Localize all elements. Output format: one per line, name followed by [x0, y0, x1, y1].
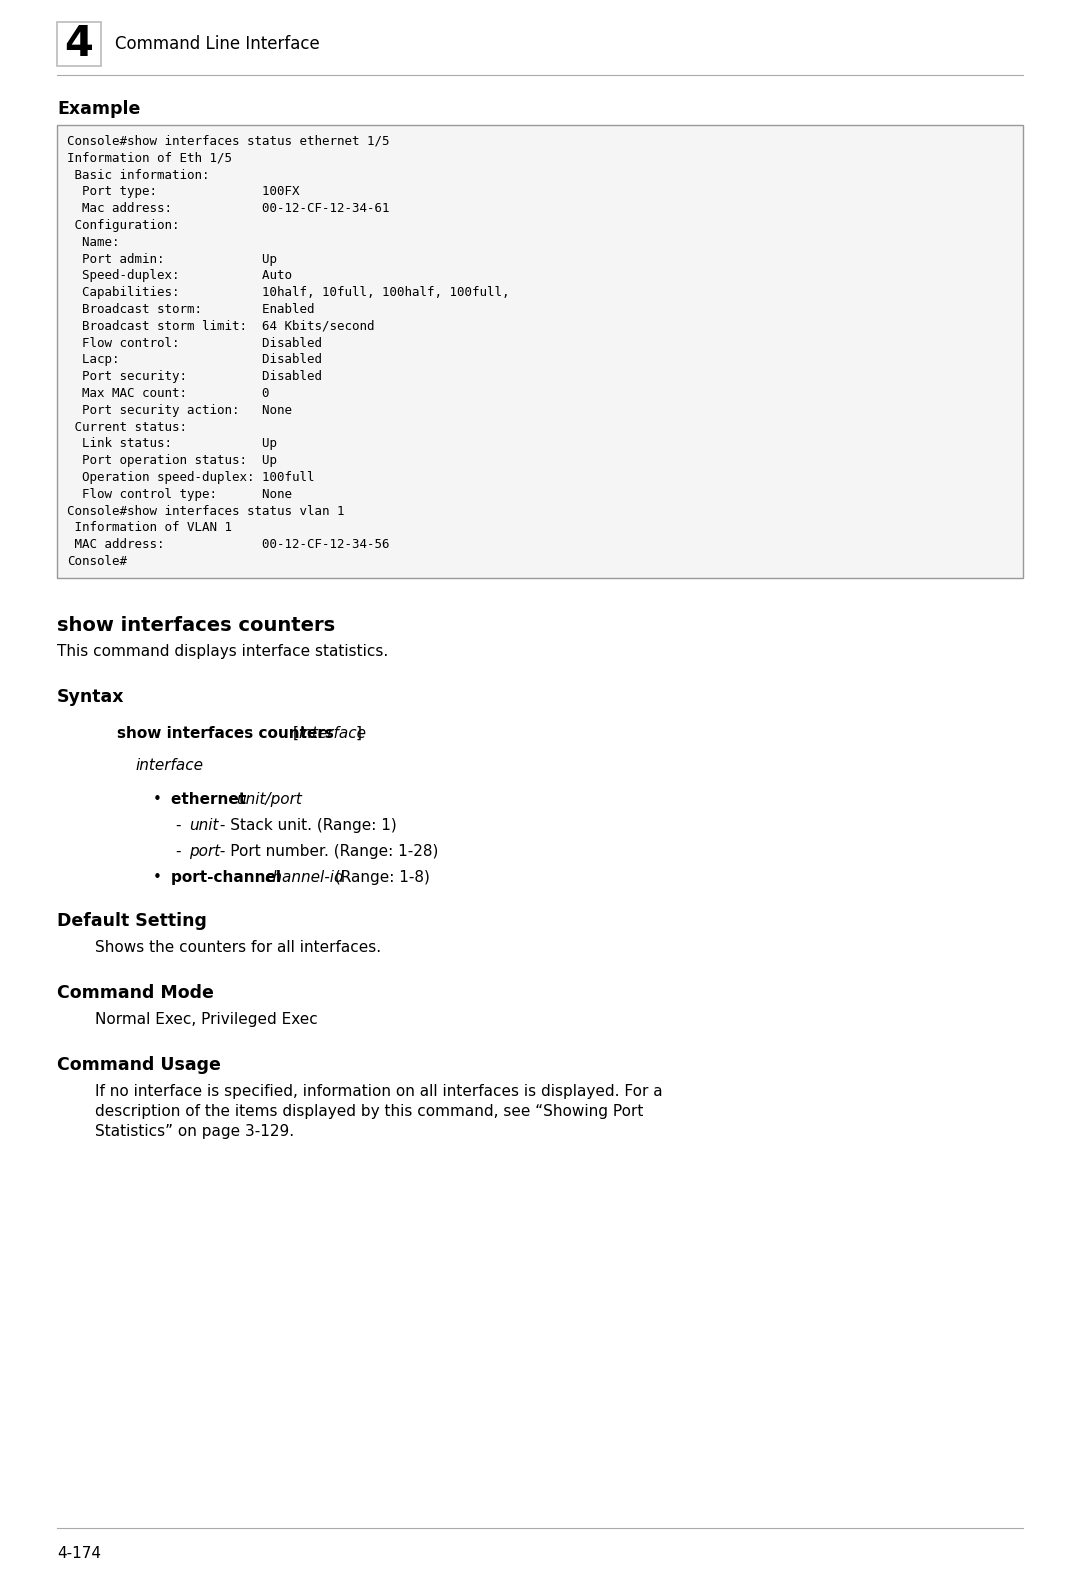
Text: Syntax: Syntax	[57, 688, 124, 706]
Text: Port type:              100FX: Port type: 100FX	[67, 185, 299, 198]
Text: This command displays interface statistics.: This command displays interface statisti…	[57, 644, 388, 659]
Text: - Stack unit. (Range: 1): - Stack unit. (Range: 1)	[215, 818, 396, 832]
Text: port: port	[189, 843, 220, 859]
Text: Capabilities:           10half, 10full, 100half, 100full,: Capabilities: 10half, 10full, 100half, 1…	[67, 286, 510, 300]
Text: Flow control:           Disabled: Flow control: Disabled	[67, 336, 322, 350]
Text: Normal Exec, Privileged Exec: Normal Exec, Privileged Exec	[95, 1011, 318, 1027]
Text: Port admin:             Up: Port admin: Up	[67, 253, 276, 265]
Text: description of the items displayed by this command, see “Showing Port: description of the items displayed by th…	[95, 1104, 644, 1119]
Text: -: -	[175, 843, 180, 859]
Text: Configuration:: Configuration:	[67, 218, 179, 232]
Text: MAC address:             00-12-CF-12-34-56: MAC address: 00-12-CF-12-34-56	[67, 539, 390, 551]
Text: Port security action:   None: Port security action: None	[67, 403, 292, 416]
Text: -: -	[175, 818, 180, 832]
Text: Port operation status:  Up: Port operation status: Up	[67, 454, 276, 468]
Text: 4: 4	[65, 24, 94, 64]
Text: 4-174: 4-174	[57, 1546, 102, 1561]
Text: Current status:: Current status:	[67, 421, 187, 433]
Text: port-channel: port-channel	[171, 870, 286, 885]
Text: (Range: 1-8): (Range: 1-8)	[329, 870, 430, 885]
FancyBboxPatch shape	[57, 22, 102, 66]
Text: Shows the counters for all interfaces.: Shows the counters for all interfaces.	[95, 940, 381, 955]
Text: Port security:          Disabled: Port security: Disabled	[67, 371, 322, 383]
Text: Example: Example	[57, 100, 140, 118]
Text: Mac address:            00-12-CF-12-34-61: Mac address: 00-12-CF-12-34-61	[67, 203, 390, 215]
Text: If no interface is specified, information on all interfaces is displayed. For a: If no interface is specified, informatio…	[95, 1083, 663, 1099]
Text: Information of Eth 1/5: Information of Eth 1/5	[67, 152, 232, 165]
Text: Speed-duplex:           Auto: Speed-duplex: Auto	[67, 270, 292, 283]
Text: Link status:            Up: Link status: Up	[67, 438, 276, 451]
Text: Name:: Name:	[67, 236, 120, 248]
Text: interface: interface	[135, 758, 203, 772]
Text: show interfaces counters: show interfaces counters	[117, 725, 339, 741]
Text: Broadcast storm:        Enabled: Broadcast storm: Enabled	[67, 303, 314, 316]
Text: unit: unit	[189, 818, 218, 832]
Text: Lacp:                   Disabled: Lacp: Disabled	[67, 353, 322, 366]
Text: Console#: Console#	[67, 556, 127, 568]
Text: Information of VLAN 1: Information of VLAN 1	[67, 521, 232, 534]
Text: Command Line Interface: Command Line Interface	[114, 35, 320, 53]
Text: Broadcast storm limit:  64 Kbits/second: Broadcast storm limit: 64 Kbits/second	[67, 320, 375, 333]
Text: •: •	[153, 870, 162, 885]
Text: Console#show interfaces status ethernet 1/5: Console#show interfaces status ethernet …	[67, 135, 390, 148]
Text: channel-id: channel-id	[265, 870, 345, 885]
FancyBboxPatch shape	[57, 126, 1023, 578]
Text: ]: ]	[355, 725, 362, 741]
Text: Command Usage: Command Usage	[57, 1055, 221, 1074]
Text: interface: interface	[299, 725, 367, 741]
Text: Operation speed-duplex: 100full: Operation speed-duplex: 100full	[67, 471, 314, 484]
Text: Default Setting: Default Setting	[57, 912, 207, 929]
Text: unit/port: unit/port	[235, 791, 301, 807]
Text: [: [	[294, 725, 299, 741]
Text: show interfaces counters: show interfaces counters	[57, 615, 335, 634]
Text: ethernet: ethernet	[171, 791, 252, 807]
Text: - Port number. (Range: 1-28): - Port number. (Range: 1-28)	[215, 843, 438, 859]
Text: Flow control type:      None: Flow control type: None	[67, 488, 292, 501]
Text: •: •	[153, 791, 162, 807]
Text: Basic information:: Basic information:	[67, 168, 210, 182]
Text: Max MAC count:          0: Max MAC count: 0	[67, 386, 270, 400]
Text: Console#show interfaces status vlan 1: Console#show interfaces status vlan 1	[67, 504, 345, 518]
Text: Statistics” on page 3-129.: Statistics” on page 3-129.	[95, 1124, 294, 1138]
Text: Command Mode: Command Mode	[57, 984, 214, 1002]
